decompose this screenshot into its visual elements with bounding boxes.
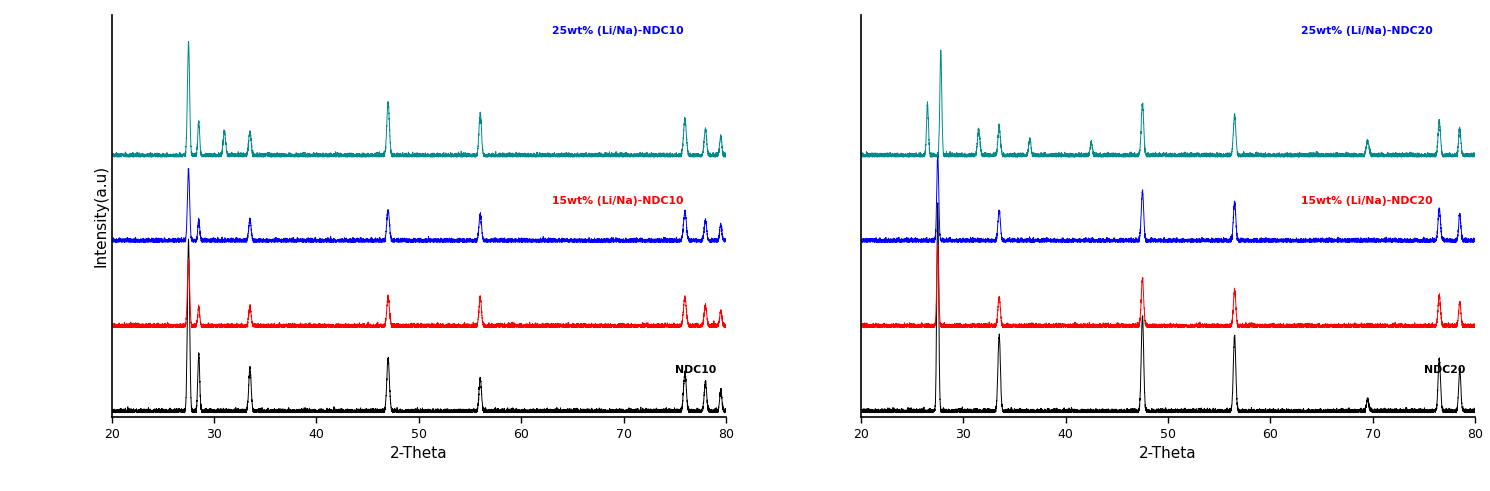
Y-axis label: Intensity(a.u): Intensity(a.u) <box>94 165 109 267</box>
Text: NDC20: NDC20 <box>1424 365 1465 375</box>
X-axis label: 2-Theta: 2-Theta <box>390 446 447 462</box>
Text: NDC10: NDC10 <box>675 365 715 375</box>
Text: 25wt% (Li/Na)-NDC10: 25wt% (Li/Na)-NDC10 <box>551 26 684 35</box>
Text: 15wt% (Li/Na)-NDC10: 15wt% (Li/Na)-NDC10 <box>551 196 684 206</box>
Text: 15wt% (Li/Na)-NDC20: 15wt% (Li/Na)-NDC20 <box>1301 196 1433 206</box>
Text: 25wt% (Li/Na)-NDC20: 25wt% (Li/Na)-NDC20 <box>1301 26 1433 35</box>
X-axis label: 2-Theta: 2-Theta <box>1140 446 1196 462</box>
